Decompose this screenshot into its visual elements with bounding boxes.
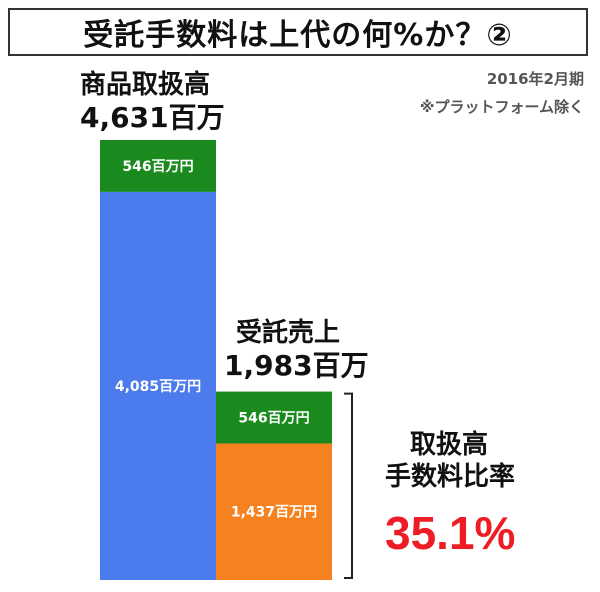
bar-2-segment-1 [216,443,332,580]
bar-1-segment-2 [100,140,216,192]
bar-1-segment-2-label: 546百万円 [122,159,193,175]
chart-title: 受託手数料は上代の何%か？② [8,8,588,56]
bar-2-segment-1-label: 1,437百万円 [231,505,317,521]
consign-label: 受託売上 [236,318,341,348]
gmv-value: 4,631百万 [80,101,225,134]
bar-2-segment-2 [216,391,332,444]
rate-label-line1: 取扱高 [410,430,489,460]
bar-1-segment-1 [100,191,216,581]
exclusion-note: ※プラットフォーム除く [419,98,584,116]
ratio-bracket [344,392,353,579]
bar-1: 4,085百万円 546百万円 [100,140,216,581]
bar-1-segment-1-label: 4,085百万円 [115,379,201,395]
bar-2-segment-2-label: 546百万円 [238,411,309,427]
period-note: 2016年2月期 [486,70,584,88]
consign-value: 1,983百万 [224,349,369,382]
rate-value: 35.1% [385,507,516,559]
bar-2: 1,437百万円 546百万円 [216,391,332,580]
rate-label-line2: 手数料比率 [385,462,516,492]
gmv-label: 商品取扱高 [80,70,211,100]
